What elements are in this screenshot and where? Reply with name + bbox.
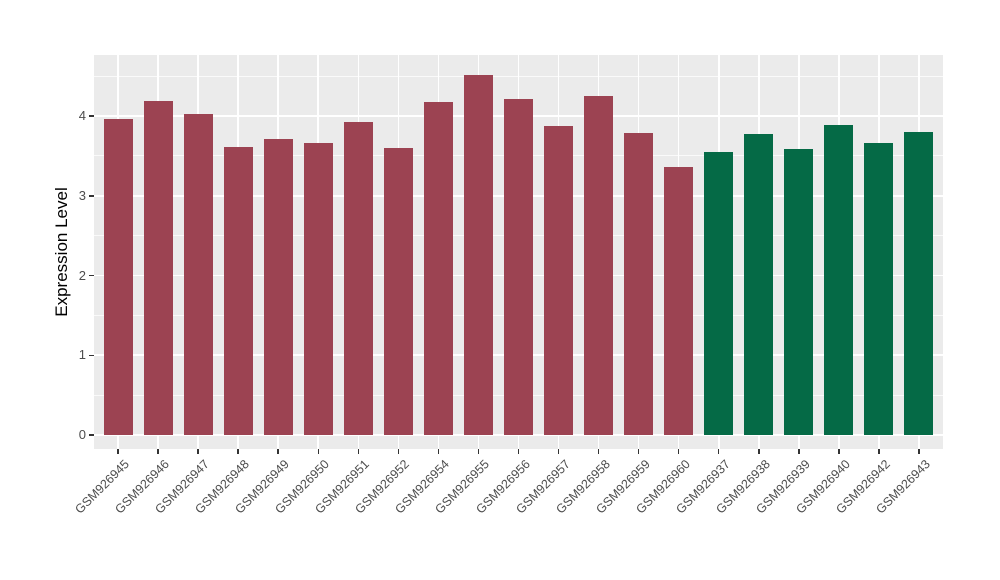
y-axis-tick bbox=[89, 434, 94, 436]
x-axis-tick bbox=[397, 449, 400, 454]
bar-GSM926948 bbox=[223, 147, 253, 435]
bar-GSM926940 bbox=[824, 124, 854, 435]
bar-GSM926956 bbox=[504, 99, 533, 435]
bar-GSM926959 bbox=[624, 132, 654, 435]
bar-GSM926938 bbox=[744, 133, 774, 435]
x-axis-tick bbox=[557, 449, 560, 454]
x-axis-tick bbox=[717, 449, 720, 454]
x-axis-tick bbox=[798, 449, 800, 454]
bar-GSM926955 bbox=[463, 74, 493, 435]
bar-GSM926958 bbox=[584, 96, 614, 435]
y-axis-tick bbox=[89, 195, 94, 197]
bar-GSM926947 bbox=[183, 114, 213, 435]
y-tick-label: 1 bbox=[78, 347, 86, 363]
bar-GSM926946 bbox=[143, 100, 173, 435]
bar-GSM926950 bbox=[303, 143, 333, 435]
y-tick-label: 0 bbox=[78, 427, 86, 442]
x-axis-tick bbox=[237, 449, 239, 454]
x-axis-tick bbox=[597, 449, 600, 454]
bar-GSM926942 bbox=[864, 143, 894, 435]
x-axis-tick bbox=[677, 449, 680, 454]
x-axis-tick bbox=[197, 449, 199, 454]
bar-GSM926949 bbox=[263, 139, 293, 435]
x-axis-tick bbox=[357, 449, 360, 454]
bar-GSM926939 bbox=[784, 149, 814, 435]
bar-GSM926951 bbox=[343, 122, 373, 435]
y-axis-title: Expression Level bbox=[52, 187, 71, 317]
y-tick-label: 4 bbox=[78, 108, 86, 123]
x-axis-tick bbox=[157, 449, 159, 454]
x-axis-tick bbox=[317, 449, 319, 454]
y-axis-tick bbox=[89, 274, 94, 277]
x-axis-tick bbox=[838, 449, 840, 454]
bar-GSM926957 bbox=[544, 126, 574, 435]
bar-GSM926943 bbox=[904, 131, 934, 435]
bar-GSM926952 bbox=[383, 147, 413, 435]
x-axis-tick bbox=[437, 449, 440, 454]
y-tick-label: 3 bbox=[78, 187, 86, 203]
x-axis-tick bbox=[277, 449, 279, 454]
y-tick-label: 2 bbox=[78, 267, 86, 283]
bar-GSM926960 bbox=[664, 167, 694, 435]
bar-GSM926954 bbox=[423, 102, 453, 435]
x-axis-tick bbox=[758, 449, 760, 454]
x-axis-tick bbox=[117, 449, 119, 454]
y-axis-tick bbox=[89, 115, 94, 117]
x-axis-tick bbox=[477, 449, 480, 454]
x-axis-tick bbox=[637, 449, 640, 454]
y-axis-tick bbox=[89, 354, 94, 356]
x-axis-tick bbox=[878, 449, 880, 454]
bar-GSM926937 bbox=[704, 151, 734, 435]
bar-GSM926945 bbox=[103, 119, 133, 435]
x-axis-tick bbox=[517, 449, 520, 454]
x-axis-tick bbox=[918, 449, 920, 454]
